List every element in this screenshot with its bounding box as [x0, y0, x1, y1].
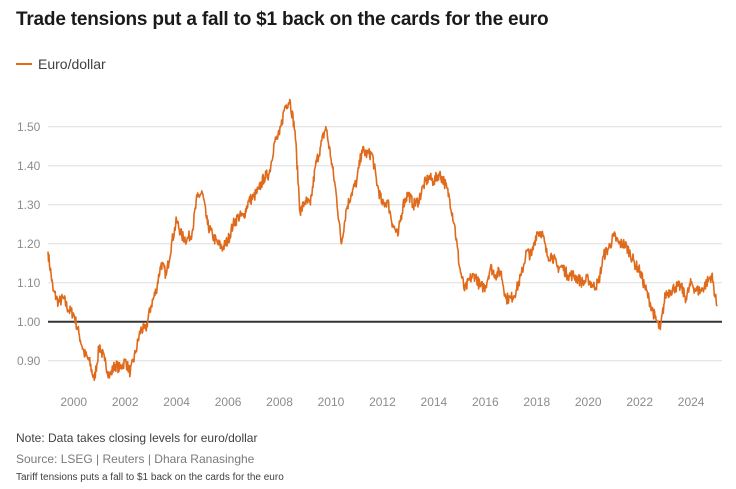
x-tick-label: 2012 — [369, 395, 396, 409]
x-tick-label: 2020 — [575, 395, 602, 409]
x-tick-label: 2010 — [318, 395, 345, 409]
x-tick-label: 2002 — [112, 395, 139, 409]
y-tick-label: 1.30 — [17, 198, 41, 212]
chart-note: Note: Data takes closing levels for euro… — [16, 431, 258, 445]
x-tick-label: 2000 — [60, 395, 87, 409]
y-tick-label: 1.40 — [17, 159, 41, 173]
y-tick-label: 1.50 — [17, 120, 41, 134]
x-tick-label: 2024 — [678, 395, 705, 409]
legend-swatch — [16, 63, 32, 65]
x-tick-label: 2004 — [163, 395, 190, 409]
x-tick-label: 2014 — [421, 395, 448, 409]
y-tick-label: 1.00 — [17, 315, 41, 329]
series-line-euro-dollar — [47, 98, 718, 382]
y-tick-label: 0.90 — [17, 354, 41, 368]
x-tick-label: 2008 — [266, 395, 293, 409]
x-tick-label: 2016 — [472, 395, 499, 409]
chart-caption: Tariff tensions puts a fall to $1 back o… — [16, 472, 284, 483]
x-tick-label: 2018 — [523, 395, 550, 409]
chart-source: Source: LSEG | Reuters | Dhara Ranasingh… — [16, 452, 255, 466]
legend: Euro/dollar — [16, 56, 106, 72]
y-tick-label: 1.20 — [17, 237, 41, 251]
x-tick-label: 2006 — [215, 395, 242, 409]
legend-label: Euro/dollar — [38, 56, 106, 72]
x-axis-ticks: 2000 2002 2004 2006 2008 2010 2012 2014 2016 2018… — [60, 395, 704, 409]
x-tick-label: 2022 — [626, 395, 653, 409]
chart-title: Trade tensions put a fall to $1 back on … — [16, 9, 549, 30]
y-axis-ticks: 0.90 1.00 1.10 1.20 1.30 1.40 1.50 — [17, 120, 41, 368]
y-tick-label: 1.10 — [17, 276, 41, 290]
